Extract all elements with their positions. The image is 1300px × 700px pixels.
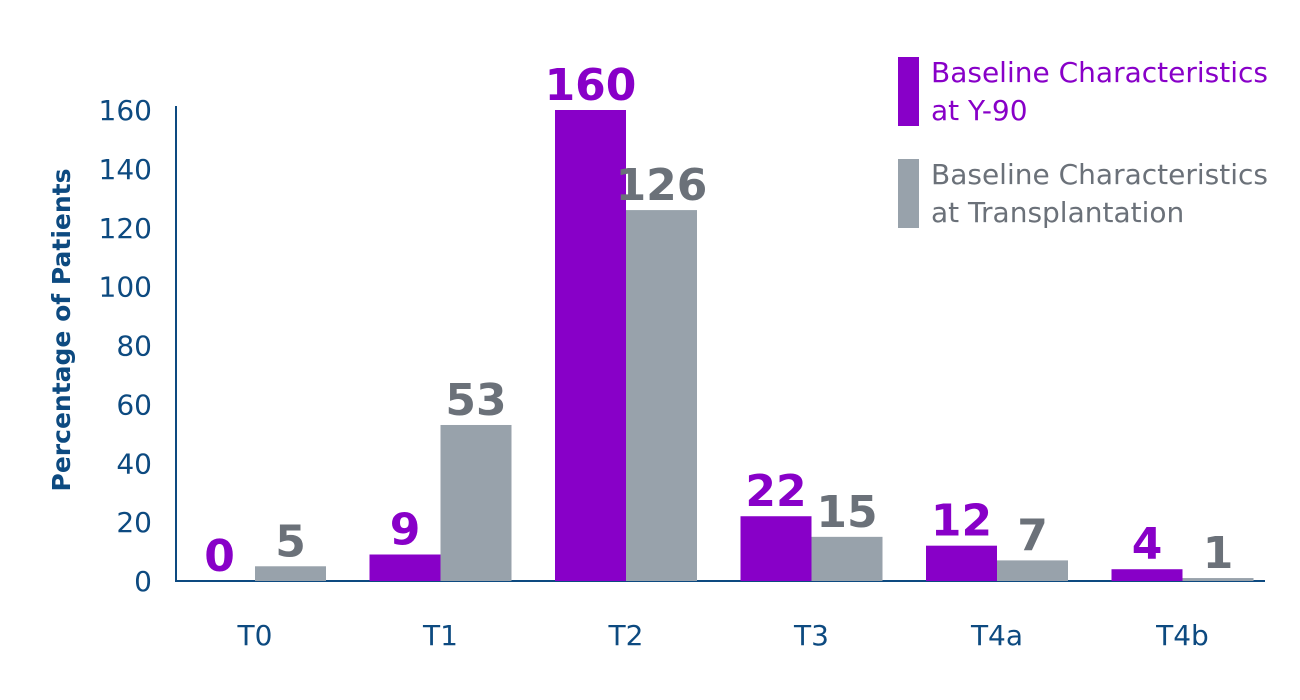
y-tick-label: 20 [116,506,152,539]
bars [255,110,1254,581]
y-tick-label: 60 [116,388,152,421]
x-tick-label: T3 [793,619,829,652]
x-tick-label: T1 [422,619,458,652]
legend-swatch [898,57,919,126]
bar-T4a-series-1 [926,545,997,581]
data-label: 9 [390,505,421,556]
x-tick-label: T4a [970,619,1023,652]
bar-T4b-series-2 [1182,578,1254,581]
data-label: 53 [445,375,506,426]
y-tick-label: 100 [99,271,152,304]
y-tick-label: 140 [99,153,152,186]
data-label: 7 [1017,510,1048,561]
legend-label: Baseline Characteristics [931,158,1268,191]
x-tick-label: T0 [237,619,273,652]
bar-T2-series-2 [626,210,697,581]
bar-T2-series-1 [555,110,626,581]
bar-T1-series-2 [440,424,512,581]
y-tick-label: 80 [116,330,152,363]
bar-T3-series-2 [811,536,883,581]
y-tick-label: 0 [134,565,152,598]
legend-label: Baseline Characteristics [931,56,1268,89]
y-tick-label: 160 [99,94,152,127]
y-axis-label: Percentage of Patients [47,169,76,492]
y-tick-label: 120 [99,212,152,245]
legend: Baseline Characteristics at Y-90 Baseline … [898,56,1268,229]
data-labels: 0 5 9 53 160 126 22 15 12 7 4 1 [204,60,1233,582]
legend-label: at Y-90 [931,94,1028,127]
bar-T1-series-1 [369,554,441,581]
data-label: 12 [931,496,992,547]
bar-T0-series-2 [255,566,326,581]
data-label: 15 [816,487,877,538]
bar-T4b-series-1 [1111,569,1183,581]
legend-label: at Transplantation [931,196,1184,229]
data-label: 4 [1132,519,1163,570]
bar-T3-series-1 [740,516,812,581]
x-tick-label: T4b [1155,619,1209,652]
x-tick-label: T2 [608,619,644,652]
data-label: 1 [1203,528,1234,579]
data-label: 126 [616,160,708,211]
bar-T4a-series-2 [997,560,1068,581]
data-label: 5 [275,516,306,567]
data-label: 22 [745,466,806,517]
y-tick-label: 40 [116,447,152,480]
legend-swatch [898,159,919,228]
data-label: 0 [204,531,235,582]
data-label: 160 [545,60,637,111]
